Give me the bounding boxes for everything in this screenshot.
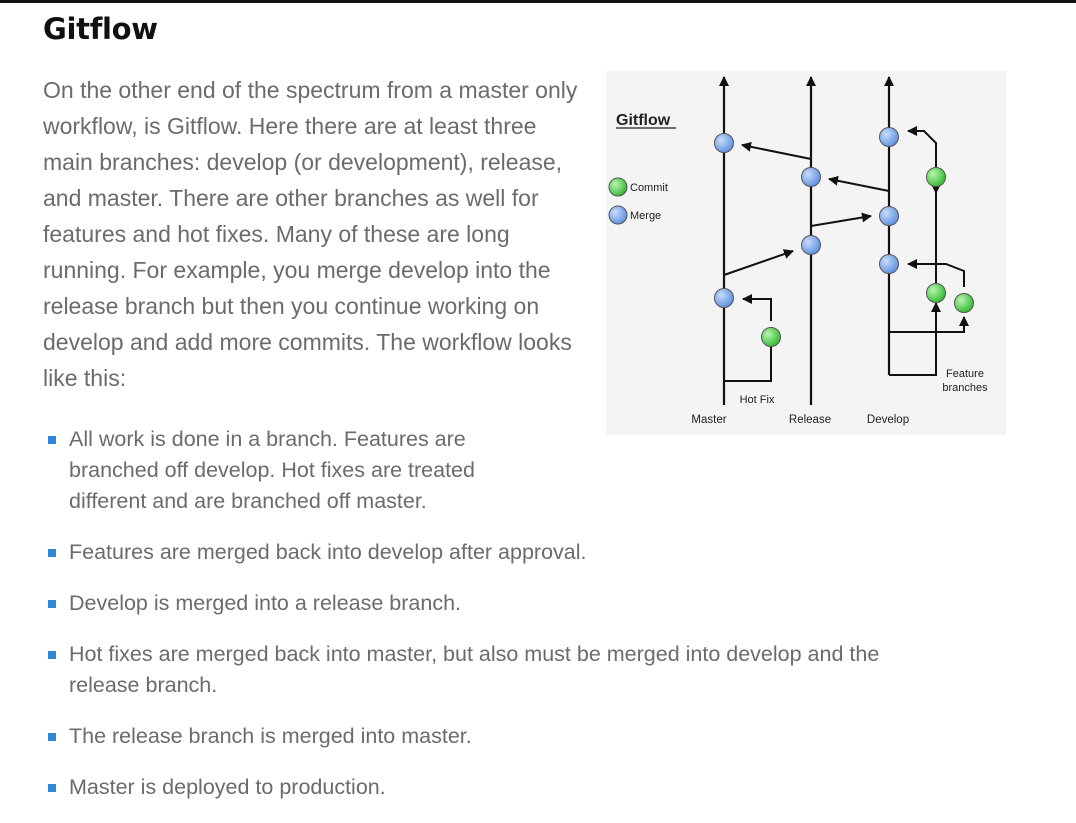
intro-paragraph: On the other end of the spectrum from a … <box>43 77 578 391</box>
page-title: Gitflow <box>43 12 158 46</box>
list-item-text: Hot fixes are merged back into master, b… <box>69 642 880 697</box>
hotfix-branch-line <box>724 337 772 382</box>
legend-commit-label: Commit <box>630 182 668 194</box>
list-item: Hot fixes are merged back into master, b… <box>48 639 948 701</box>
list-item: Develop is merged into a release branch. <box>48 588 948 619</box>
merge-node <box>714 288 734 308</box>
label-feature-line2: branches <box>942 382 988 394</box>
list-item: All work is done in a branch. Features a… <box>48 424 948 517</box>
master-to-release-arrow <box>723 249 794 276</box>
feature-merge-arrow-bottom <box>907 259 965 287</box>
bullet-marker <box>48 549 56 557</box>
gitflow-diagram: Gitflow Commit Merge <box>606 71 1006 435</box>
hotfix-merge-arrow <box>742 294 772 321</box>
commit-node <box>926 167 946 187</box>
label-release: Release <box>789 414 831 426</box>
merge-node <box>879 127 899 147</box>
merge-node <box>879 254 899 274</box>
legend-commit-dot <box>608 177 628 197</box>
merge-node <box>879 206 899 226</box>
bullet-marker <box>48 651 56 659</box>
label-master: Master <box>691 414 726 426</box>
feature-merge-arrow-top <box>907 126 937 286</box>
label-hotfix: Hot Fix <box>740 394 775 406</box>
gitflow-diagram-svg: Gitflow Commit Merge <box>608 76 988 426</box>
commit-node <box>926 283 946 303</box>
merge-node <box>801 235 821 255</box>
merge-node <box>714 133 734 153</box>
diagram-title: Gitflow <box>616 112 671 129</box>
bullet-marker <box>48 600 56 608</box>
list-item: The release branch is merged into master… <box>48 721 948 752</box>
legend-merge-label: Merge <box>630 210 661 222</box>
list-item: Features are merged back into develop af… <box>48 537 948 568</box>
merge-node <box>801 167 821 187</box>
label-develop: Develop <box>867 414 909 426</box>
list-item: Master is deployed to production. <box>48 772 948 803</box>
bullet-marker <box>48 784 56 792</box>
release-to-develop-arrow <box>810 212 872 227</box>
release-to-master-arrow <box>741 141 812 160</box>
bullet-list: All work is done in a branch. Features a… <box>48 424 948 823</box>
label-feature-line1: Feature <box>946 368 984 380</box>
feature-branch-line-1 <box>889 302 941 376</box>
list-item-text: The release branch is merged into master… <box>69 724 472 748</box>
legend-merge-dot <box>608 205 628 225</box>
commit-node <box>761 327 781 347</box>
list-item-text: Master is deployed to production. <box>69 775 386 799</box>
feature-branch-line-2 <box>889 316 969 333</box>
list-item-text: All work is done in a branch. Features a… <box>69 427 475 513</box>
commit-node <box>954 293 974 313</box>
bullet-marker <box>48 436 56 444</box>
list-item-text: Develop is merged into a release branch. <box>69 591 461 615</box>
top-rule <box>0 0 1076 3</box>
list-item-text: Features are merged back into develop af… <box>69 540 587 564</box>
bullet-marker <box>48 733 56 741</box>
develop-to-release-arrow <box>828 175 890 192</box>
